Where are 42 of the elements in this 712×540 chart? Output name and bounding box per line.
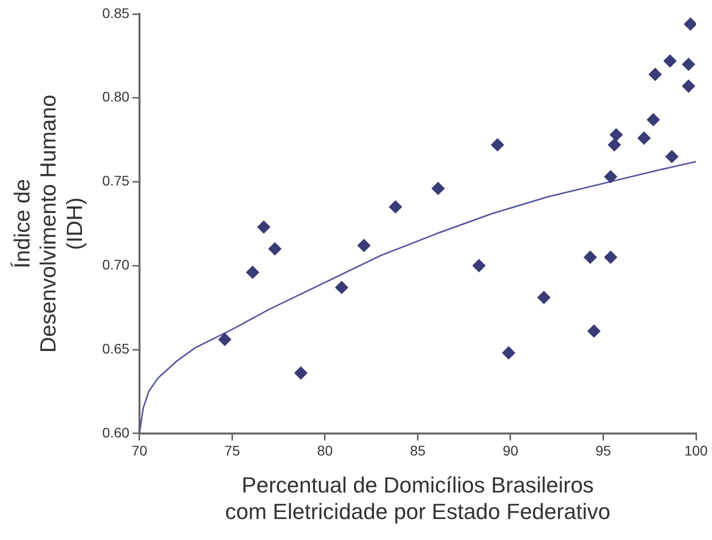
point	[432, 182, 445, 195]
point	[648, 68, 662, 81]
x-axis-title: Percentual de Domicílios Brasileiros com Eletricidade por Estado Federativo	[225, 472, 610, 524]
point	[664, 54, 677, 68]
y-tick-label: 0.60	[102, 424, 130, 440]
point	[472, 259, 486, 272]
y-tick-label: 0.85	[102, 4, 130, 21]
point	[294, 366, 308, 380]
y-tick-label: 0.75	[102, 172, 130, 189]
point	[537, 291, 550, 304]
point	[584, 250, 597, 264]
y-tick-label: 0.70	[102, 256, 130, 272]
x-tick-label: 100	[684, 442, 708, 459]
point	[388, 200, 402, 214]
point	[357, 239, 370, 252]
point	[604, 170, 618, 184]
point	[610, 128, 623, 142]
x-tick-label: 90	[502, 442, 518, 459]
point	[665, 150, 678, 164]
y-tick-label: 0.80	[102, 88, 130, 105]
x-tick-label: 95	[595, 442, 612, 459]
x-tick-label: 80	[317, 442, 333, 459]
point	[502, 346, 516, 360]
y-tick-label: 0.65	[102, 340, 130, 356]
point	[684, 18, 696, 31]
point	[257, 220, 270, 234]
point	[335, 280, 348, 294]
point	[587, 324, 600, 338]
point	[268, 242, 282, 256]
x-tick-label: 70	[132, 442, 148, 459]
point	[246, 266, 260, 279]
point	[638, 132, 651, 145]
point	[218, 332, 232, 346]
point	[490, 138, 504, 152]
point	[608, 138, 621, 152]
y-axis-title: Índice de Desenvolvimento Humano (IDH)	[9, 94, 88, 353]
point	[604, 250, 618, 264]
x-tick-label: 85	[410, 442, 426, 459]
point	[682, 80, 696, 93]
point	[682, 58, 696, 71]
x-tick-label: 75	[224, 442, 240, 459]
point	[646, 113, 660, 126]
